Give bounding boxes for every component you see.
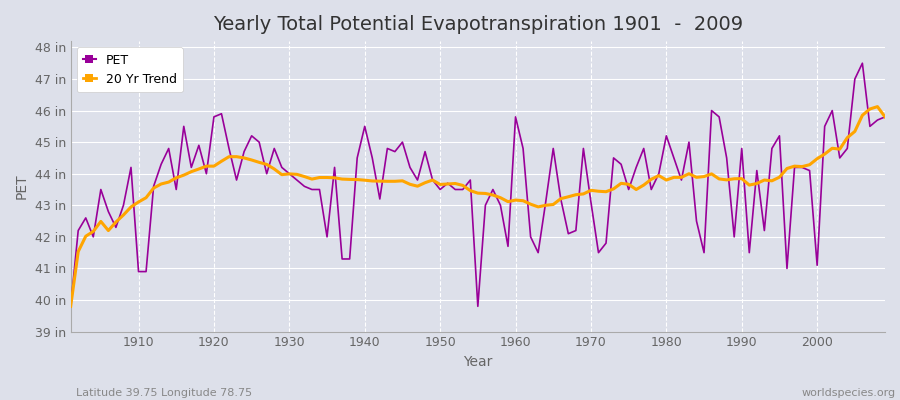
Legend: PET, 20 Yr Trend: PET, 20 Yr Trend [76,47,183,92]
Title: Yearly Total Potential Evapotranspiration 1901  -  2009: Yearly Total Potential Evapotranspiratio… [212,15,742,34]
X-axis label: Year: Year [464,355,492,369]
Text: Latitude 39.75 Longitude 78.75: Latitude 39.75 Longitude 78.75 [76,388,253,398]
Y-axis label: PET: PET [15,174,29,199]
Text: worldspecies.org: worldspecies.org [801,388,896,398]
